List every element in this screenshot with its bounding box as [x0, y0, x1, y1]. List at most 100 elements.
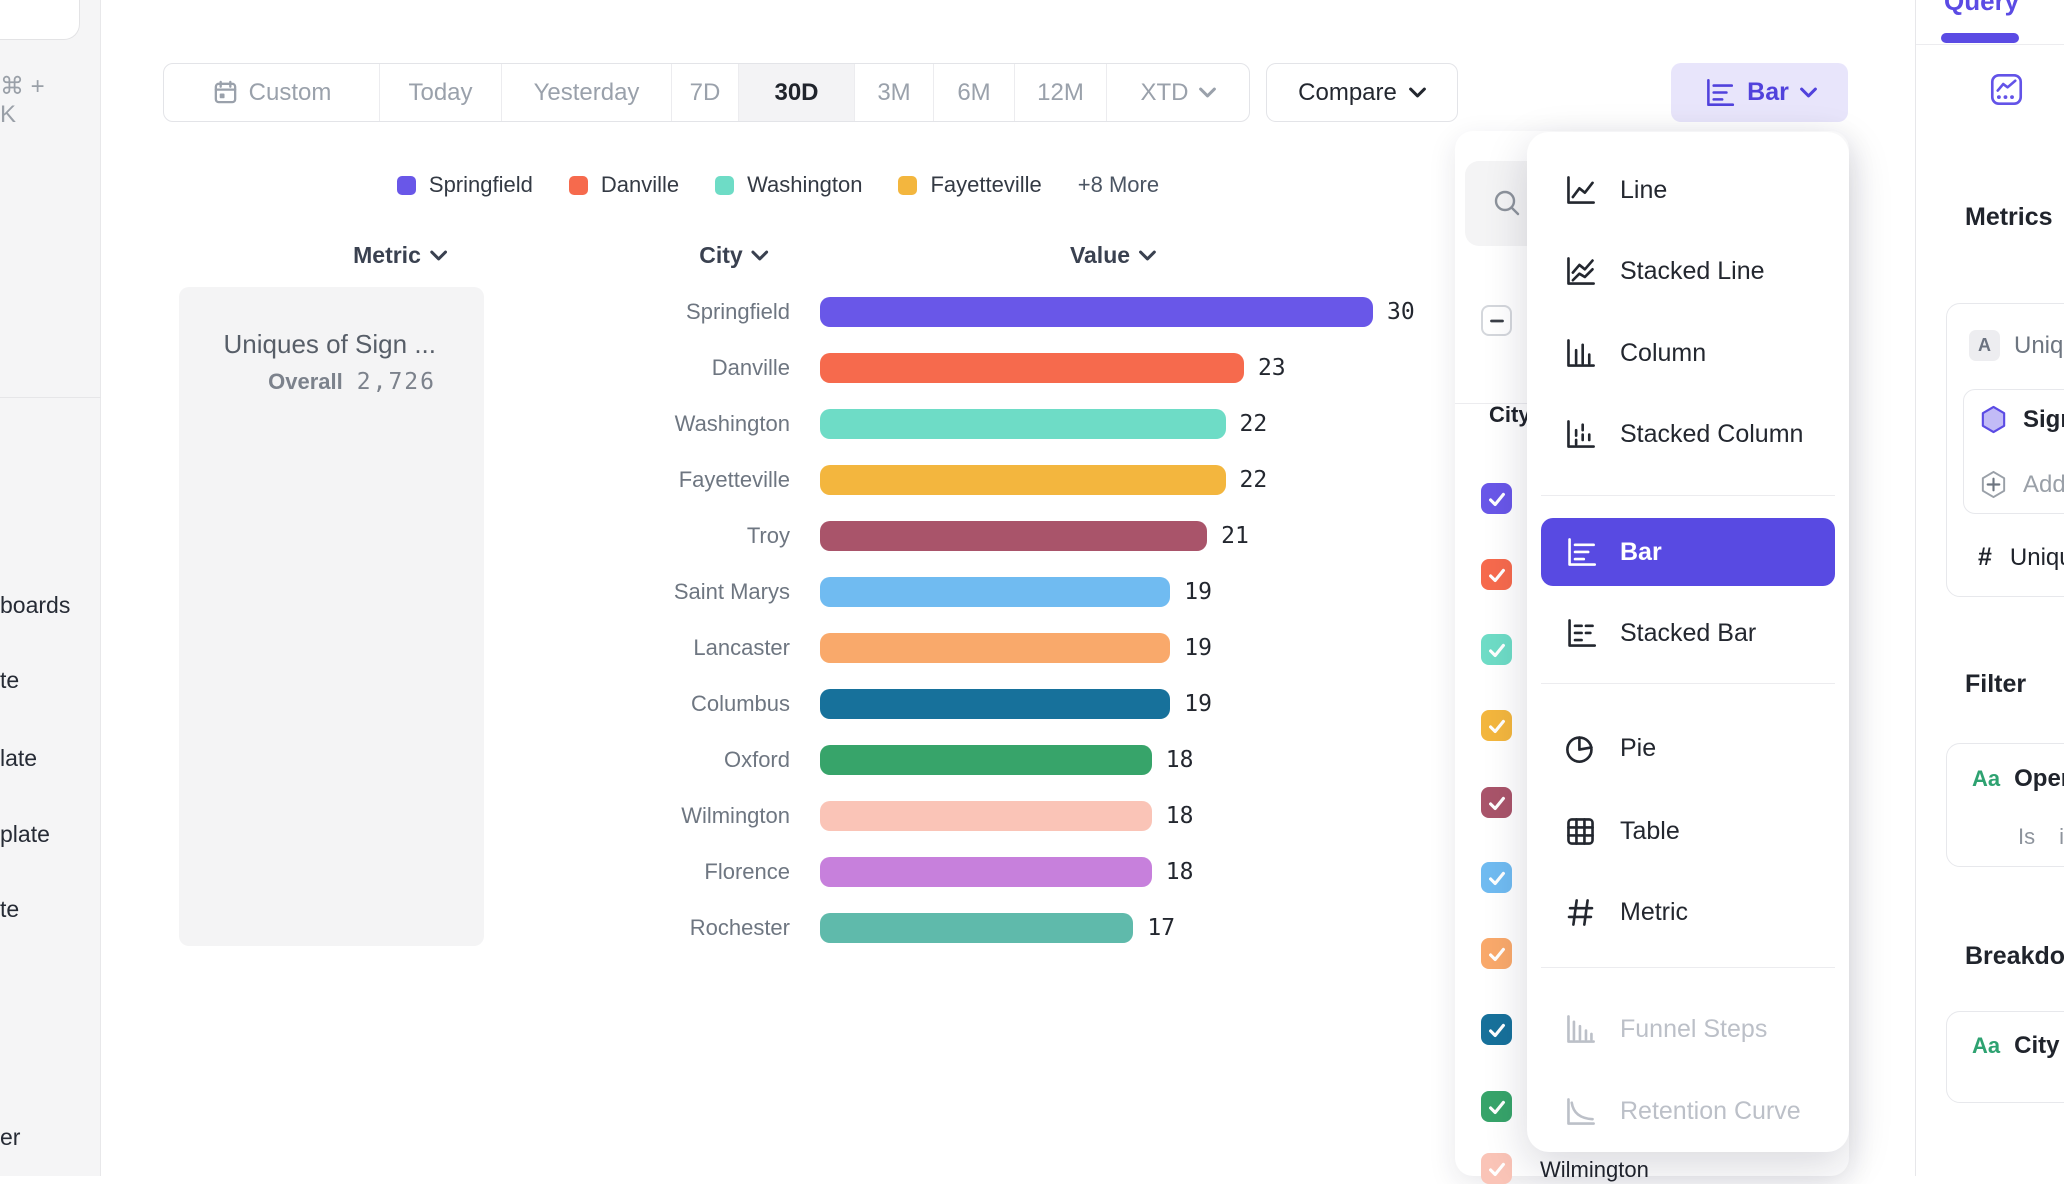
select-all-checkbox[interactable] — [1481, 305, 1512, 336]
tab-query[interactable]: Query — [1944, 0, 2020, 16]
filter-property-row[interactable]: Aa Opera — [1972, 765, 2064, 793]
series-row-label: Wilmington — [1540, 1157, 1649, 1182]
sidebar-nav-item[interactable]: te — [0, 896, 20, 922]
series-checkbox[interactable] — [1481, 559, 1512, 590]
chart-type-button[interactable]: Bar — [1671, 63, 1848, 122]
measure-row[interactable]: # Uniqu — [1978, 543, 2064, 572]
column-header[interactable]: Metric — [353, 242, 447, 269]
sidebar-nav-item[interactable]: te — [0, 667, 20, 693]
menu-item-stacked-line[interactable]: Stacked Line — [1541, 237, 1835, 305]
menu-divider — [1541, 967, 1835, 968]
chevron-down-icon — [1139, 250, 1156, 261]
metrics-heading: Metrics — [1965, 203, 2053, 231]
series-checkbox[interactable] — [1481, 1014, 1512, 1045]
metric-event-row[interactable]: A Uniqu — [1969, 330, 2064, 361]
series-checkbox[interactable] — [1481, 634, 1512, 665]
bar[interactable] — [820, 633, 1171, 663]
column-header[interactable]: Value — [1070, 242, 1156, 269]
date-range-button[interactable]: 7D — [671, 64, 738, 121]
date-range-button[interactable]: XTD — [1106, 64, 1249, 121]
bar-category-label: Rochester — [689, 915, 790, 940]
check-icon — [1488, 568, 1505, 582]
menu-divider — [1541, 495, 1835, 496]
filter-operator-row[interactable]: Is i — [2018, 824, 2064, 850]
check-icon — [1488, 796, 1505, 810]
add-event-row[interactable]: Add — [1978, 469, 2064, 500]
chart-panel-icon[interactable] — [1989, 72, 2024, 107]
date-range-button[interactable]: 6M — [933, 64, 1014, 121]
legend-item[interactable]: Springfield — [396, 172, 533, 198]
column-header[interactable]: City — [699, 242, 769, 269]
bar-value-label: 17 — [1147, 915, 1176, 941]
check-icon — [1488, 1100, 1505, 1114]
series-checkbox[interactable] — [1481, 1091, 1512, 1122]
bar[interactable] — [820, 297, 1373, 327]
date-range-button[interactable]: 3M — [854, 64, 933, 121]
bar[interactable] — [820, 689, 1171, 719]
bar[interactable] — [820, 913, 1134, 943]
legend-swatch — [396, 175, 416, 195]
bar-value-label: 30 — [1387, 299, 1415, 325]
menu-item-column[interactable]: Column — [1541, 319, 1835, 387]
menu-item-metric[interactable]: Metric — [1541, 878, 1835, 946]
compare-button[interactable]: Compare — [1266, 63, 1458, 122]
series-checkbox[interactable] — [1481, 787, 1512, 818]
event-label: Sign — [2023, 405, 2064, 433]
sidebar-nav-item[interactable]: late — [0, 745, 38, 771]
menu-item-pie[interactable]: Pie — [1541, 714, 1835, 782]
breakdown-property-row[interactable]: Aa City — [1972, 1032, 2059, 1060]
bar[interactable] — [820, 801, 1152, 831]
bar[interactable] — [820, 353, 1244, 383]
menu-item-bar[interactable]: Bar — [1541, 518, 1835, 586]
bar-category-label: Florence — [704, 859, 790, 884]
metric-card[interactable]: Uniques of Sign ... Overall 2,726 — [179, 287, 484, 946]
series-checkbox[interactable] — [1481, 710, 1512, 741]
filter-property-label: Opera — [2014, 765, 2064, 792]
breakdown-card — [1946, 1011, 2064, 1103]
legend-more[interactable]: +8 More — [1077, 172, 1160, 197]
bar[interactable] — [820, 745, 1152, 775]
sidebar-nav-item[interactable]: plate — [0, 821, 50, 847]
line-icon — [1563, 173, 1598, 208]
measure-label: Uniqu — [2009, 543, 2064, 571]
date-range-button[interactable]: 12M — [1014, 64, 1106, 121]
bar-row: Rochester 17 — [101, 913, 1455, 943]
bar[interactable] — [820, 465, 1226, 495]
menu-item-line[interactable]: Line — [1541, 156, 1835, 224]
menu-item-funnel[interactable]: Funnel Steps — [1541, 995, 1835, 1063]
sidebar-nav-item[interactable]: er — [0, 1124, 21, 1150]
overall-value: 2,726 — [356, 369, 436, 395]
sidebar-nav-item[interactable]: boards — [0, 592, 71, 618]
filter-operand: i — [2059, 824, 2064, 849]
menu-item-stacked-bar[interactable]: Stacked Bar — [1541, 599, 1835, 667]
event-row[interactable]: Sign — [1978, 404, 2064, 435]
date-range-button[interactable]: Yesterday — [501, 64, 671, 121]
stacked-column-icon — [1563, 417, 1598, 452]
series-checkbox[interactable] — [1481, 938, 1512, 969]
global-search-box[interactable] — [0, 0, 80, 40]
date-range-button[interactable]: Custom — [164, 64, 379, 121]
bar[interactable] — [820, 521, 1208, 551]
series-checkbox[interactable] — [1481, 1153, 1512, 1184]
search-icon — [1494, 190, 1520, 216]
chevron-down-icon — [1198, 87, 1216, 98]
bar-row: Troy 21 — [101, 521, 1455, 551]
panel-column-label: City — [1489, 402, 1531, 427]
legend-item[interactable]: Danville — [568, 172, 679, 198]
legend-item[interactable]: Fayetteville — [898, 172, 1042, 198]
series-checkbox[interactable] — [1481, 862, 1512, 893]
bar[interactable] — [820, 857, 1152, 887]
date-range-button[interactable]: 30D — [738, 64, 854, 121]
bar-category-label: Danville — [711, 355, 790, 380]
bar-row: Springfield 30 — [101, 297, 1455, 327]
menu-item-table[interactable]: Table — [1541, 797, 1835, 865]
series-checkbox[interactable] — [1481, 483, 1512, 514]
menu-item-retention[interactable]: Retention Curve — [1541, 1077, 1835, 1145]
bar[interactable] — [820, 577, 1171, 607]
legend-item[interactable]: Washington — [715, 172, 862, 198]
date-range-button[interactable]: Today — [379, 64, 501, 121]
check-icon — [1488, 871, 1505, 885]
menu-item-stacked-column[interactable]: Stacked Column — [1541, 400, 1835, 468]
funnel-icon — [1563, 1012, 1598, 1047]
bar[interactable] — [820, 409, 1226, 439]
